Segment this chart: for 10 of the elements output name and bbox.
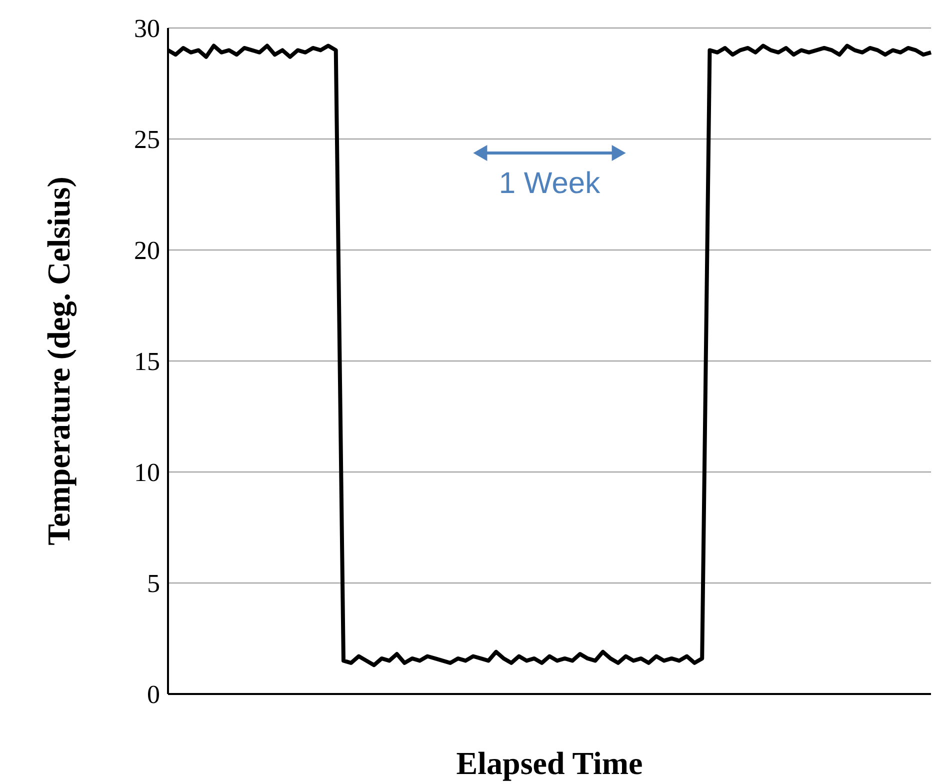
annotation: 1 Week [498, 167, 602, 200]
y-tick-label: 0 [147, 680, 160, 710]
y-tick-label: 5 [147, 569, 160, 598]
y-tick-label: 30 [134, 14, 160, 44]
y-tick-label: 20 [134, 236, 160, 266]
y-axis-title: Temperature (deg. Celsius) [40, 176, 78, 546]
y-tick-label: 10 [134, 458, 160, 488]
x-axis-title: Elapsed Time [456, 745, 643, 781]
y-tick-label: 25 [134, 125, 160, 154]
y-tick-label: 15 [134, 347, 160, 376]
